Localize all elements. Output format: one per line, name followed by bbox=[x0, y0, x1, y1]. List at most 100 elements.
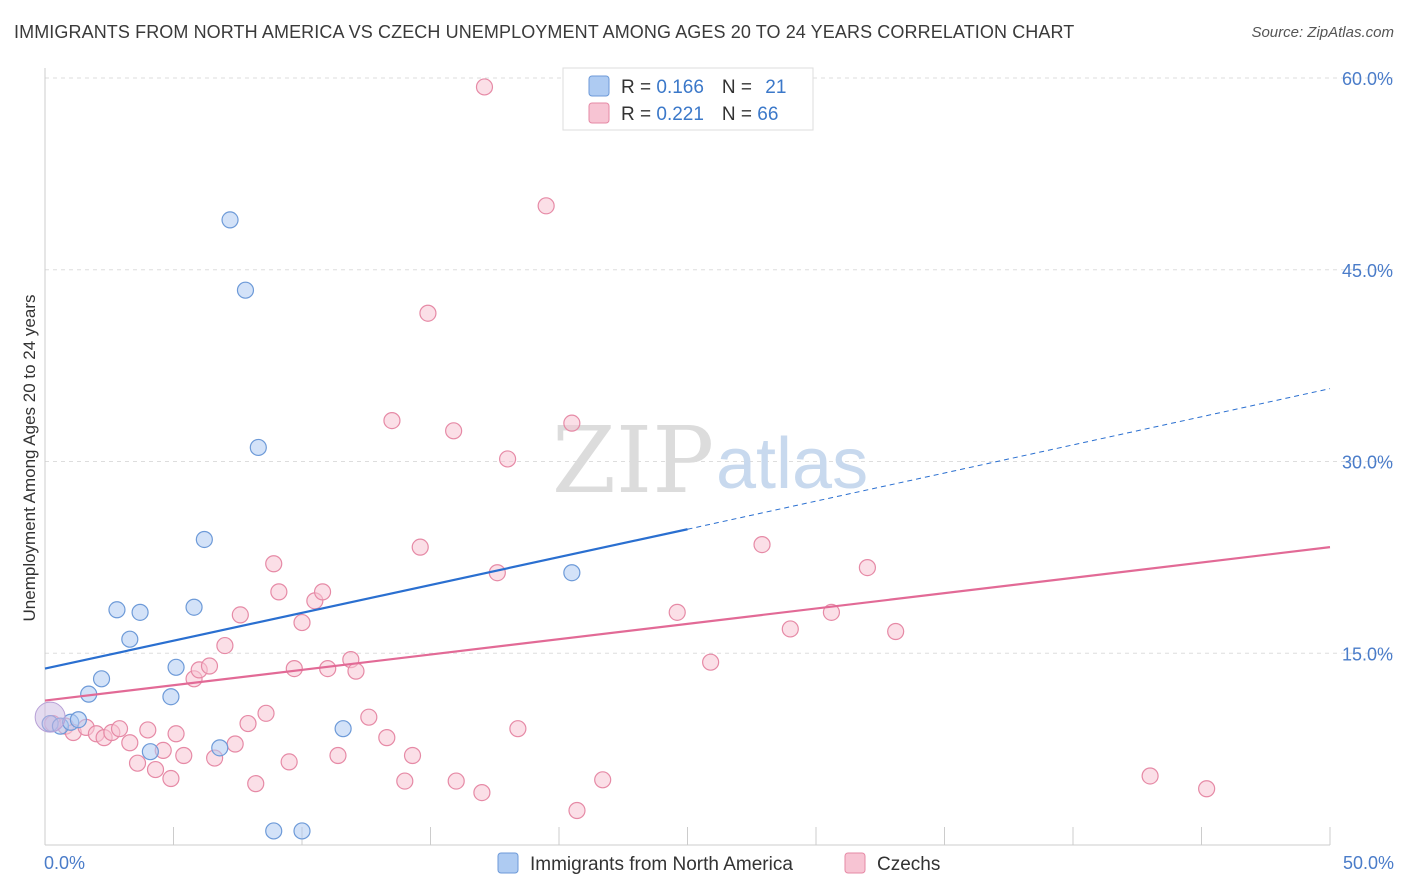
czechs-point bbox=[822, 603, 841, 621]
czechs-point bbox=[121, 734, 139, 752]
north-america-point bbox=[563, 564, 581, 582]
legend-r-label-2: R = bbox=[621, 104, 656, 125]
legend-n-label-2: N = bbox=[722, 104, 757, 125]
north-america-point bbox=[141, 743, 159, 761]
y-tick-labels: 15.0% 30.0% 45.0% 60.0% bbox=[1342, 69, 1393, 664]
bottom-legend-label-czechs: Czechs bbox=[877, 854, 940, 875]
y-tick-label: 15.0% bbox=[1342, 644, 1393, 664]
czechs-point bbox=[447, 772, 465, 790]
czechs-point bbox=[216, 636, 234, 655]
y-tick-label: 30.0% bbox=[1342, 453, 1393, 473]
north-america-points bbox=[34, 211, 581, 840]
czechs-point bbox=[499, 450, 517, 468]
czechs-point bbox=[887, 622, 905, 641]
czechs-point bbox=[231, 606, 249, 624]
overlap-point bbox=[34, 701, 66, 733]
north-america-point bbox=[195, 530, 213, 549]
czechs-point bbox=[563, 414, 581, 432]
north-america-point bbox=[293, 822, 311, 840]
y-tick-label: 60.0% bbox=[1342, 69, 1393, 89]
north-america-point bbox=[221, 211, 239, 229]
x-tick-min: 0.0% bbox=[44, 853, 85, 873]
czechs-point bbox=[319, 659, 337, 678]
chart-source: Source: ZipAtlas.com bbox=[1251, 24, 1394, 41]
czechs-point bbox=[668, 603, 686, 621]
y-axis-label: Unemployment Among Ages 20 to 24 years bbox=[20, 295, 39, 622]
czechs-point bbox=[162, 769, 180, 788]
watermark-atlas: atlas bbox=[716, 424, 868, 504]
north-america-point bbox=[121, 630, 139, 648]
czechs-point bbox=[753, 535, 771, 554]
czechs-point bbox=[329, 746, 347, 765]
bottom-legend-label-north-america: Immigrants from North America bbox=[530, 854, 793, 875]
north-america-point bbox=[211, 739, 229, 757]
chart-title: IMMIGRANTS FROM NORTH AMERICA VS CZECH U… bbox=[14, 22, 1075, 42]
legend-swatch-pink bbox=[588, 102, 610, 124]
czechs-point bbox=[445, 422, 463, 440]
czechs-trend-line bbox=[44, 546, 1331, 702]
north-america-point bbox=[249, 438, 267, 457]
czechs-point bbox=[175, 746, 193, 765]
legend-n-label-1: N = bbox=[722, 77, 757, 98]
czechs-point bbox=[265, 555, 283, 573]
czechs-point bbox=[1198, 780, 1216, 798]
legend-r-label-1: R = bbox=[621, 77, 656, 98]
watermark: ZIP atlas bbox=[552, 407, 868, 514]
czechs-point bbox=[475, 78, 494, 96]
bottom-legend-swatch-blue bbox=[497, 852, 519, 874]
bottom-legend-swatch-pink bbox=[844, 852, 866, 874]
czechs-point bbox=[313, 583, 332, 601]
czechs-point bbox=[285, 659, 303, 678]
north-america-point bbox=[265, 822, 283, 840]
legend-r-value-1: 0.166 bbox=[656, 77, 704, 98]
north-america-trend-line bbox=[44, 528, 688, 670]
north-america-point bbox=[162, 688, 180, 706]
czechs-point bbox=[473, 783, 491, 802]
czechs-point bbox=[378, 729, 396, 747]
czechs-point bbox=[257, 704, 275, 722]
czechs-point bbox=[419, 304, 437, 322]
czechs-point bbox=[347, 662, 365, 680]
north-america-point bbox=[236, 281, 255, 299]
legend-n-value-1: 21 bbox=[765, 77, 786, 98]
czechs-point bbox=[537, 197, 555, 215]
czechs-point bbox=[396, 772, 414, 790]
czechs-point bbox=[411, 538, 429, 556]
legend-row-2: R = 0.221 N = 66 bbox=[621, 104, 778, 125]
czechs-point bbox=[146, 760, 165, 779]
czechs-point bbox=[270, 583, 288, 601]
czechs-point bbox=[781, 620, 799, 638]
north-america-point bbox=[334, 720, 352, 738]
czechs-point bbox=[128, 754, 147, 772]
north-america-point bbox=[92, 670, 111, 688]
czechs-point bbox=[702, 653, 720, 671]
legend-swatch-blue bbox=[588, 75, 610, 97]
czechs-point bbox=[509, 720, 527, 738]
north-america-point bbox=[108, 601, 126, 619]
trend-lines bbox=[44, 388, 1331, 702]
north-america-point bbox=[167, 658, 185, 676]
czechs-point bbox=[280, 753, 298, 771]
czechs-point bbox=[200, 657, 219, 675]
czechs-point bbox=[858, 559, 877, 577]
czechs-point bbox=[383, 411, 401, 430]
czechs-point bbox=[403, 746, 422, 765]
north-america-trend-extension bbox=[687, 388, 1331, 530]
czechs-point bbox=[110, 720, 129, 738]
legend-n-value-2: 66 bbox=[757, 104, 778, 125]
north-america-point bbox=[69, 711, 88, 729]
czechs-point bbox=[247, 775, 265, 793]
legend-row-1: R = 0.166 N = 21 bbox=[621, 77, 786, 98]
y-tick-label: 45.0% bbox=[1342, 261, 1393, 281]
grid bbox=[45, 77, 1394, 654]
czechs-point bbox=[594, 771, 612, 789]
top-legend: R = 0.166 N = 21 R = 0.221 N = 66 bbox=[562, 67, 814, 131]
czechs-point bbox=[568, 801, 586, 820]
czechs-point bbox=[239, 714, 257, 733]
north-america-point bbox=[185, 598, 203, 616]
czechs-point bbox=[1141, 767, 1159, 785]
czechs-point bbox=[293, 613, 311, 632]
north-america-point bbox=[131, 603, 149, 621]
legend-r-value-2: 0.221 bbox=[656, 104, 704, 125]
